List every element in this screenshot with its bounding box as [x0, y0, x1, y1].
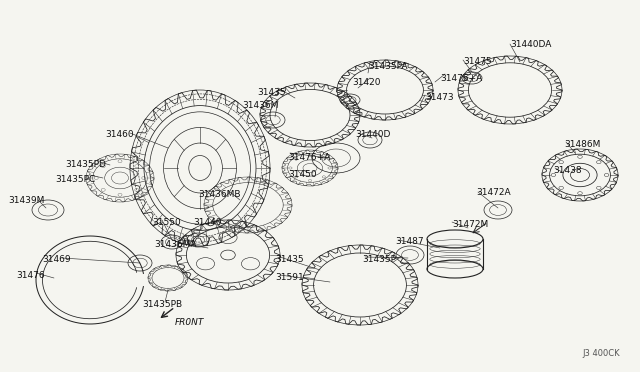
Text: 31460: 31460: [105, 130, 134, 139]
Text: 31473: 31473: [425, 93, 454, 102]
Text: 31476+A: 31476+A: [440, 74, 483, 83]
Text: 31435: 31435: [257, 88, 285, 97]
Text: J3 400CK: J3 400CK: [582, 349, 620, 358]
Text: 31436MB: 31436MB: [198, 190, 241, 199]
Text: 31476: 31476: [16, 271, 45, 280]
Text: 31438: 31438: [553, 166, 582, 175]
Text: 31476+A: 31476+A: [288, 153, 330, 162]
Text: 31469: 31469: [42, 255, 70, 264]
Text: 31591: 31591: [275, 273, 304, 282]
Text: 31440D: 31440D: [355, 130, 390, 139]
Text: 31487: 31487: [395, 237, 424, 246]
Text: 31439M: 31439M: [8, 196, 44, 205]
Text: 31486M: 31486M: [564, 140, 600, 149]
Text: 31440: 31440: [193, 218, 221, 227]
Text: 31450: 31450: [288, 170, 317, 179]
Text: FR0NT: FR0NT: [175, 318, 204, 327]
Text: 31472M: 31472M: [452, 220, 488, 229]
Text: 31435PA: 31435PA: [368, 62, 408, 71]
Text: 31436MA: 31436MA: [154, 240, 196, 249]
Text: 31475: 31475: [463, 57, 492, 66]
Text: 31472A: 31472A: [476, 188, 511, 197]
Text: 31435PD: 31435PD: [65, 160, 106, 169]
Text: 31435: 31435: [275, 255, 303, 264]
Text: 31435PB: 31435PB: [142, 300, 182, 309]
Text: 31435P: 31435P: [362, 255, 396, 264]
Text: 31420: 31420: [352, 78, 381, 87]
Text: 31436M: 31436M: [242, 101, 278, 110]
Text: 31550: 31550: [152, 218, 180, 227]
Text: 31435PC: 31435PC: [55, 175, 95, 184]
Text: 31440DA: 31440DA: [510, 40, 552, 49]
